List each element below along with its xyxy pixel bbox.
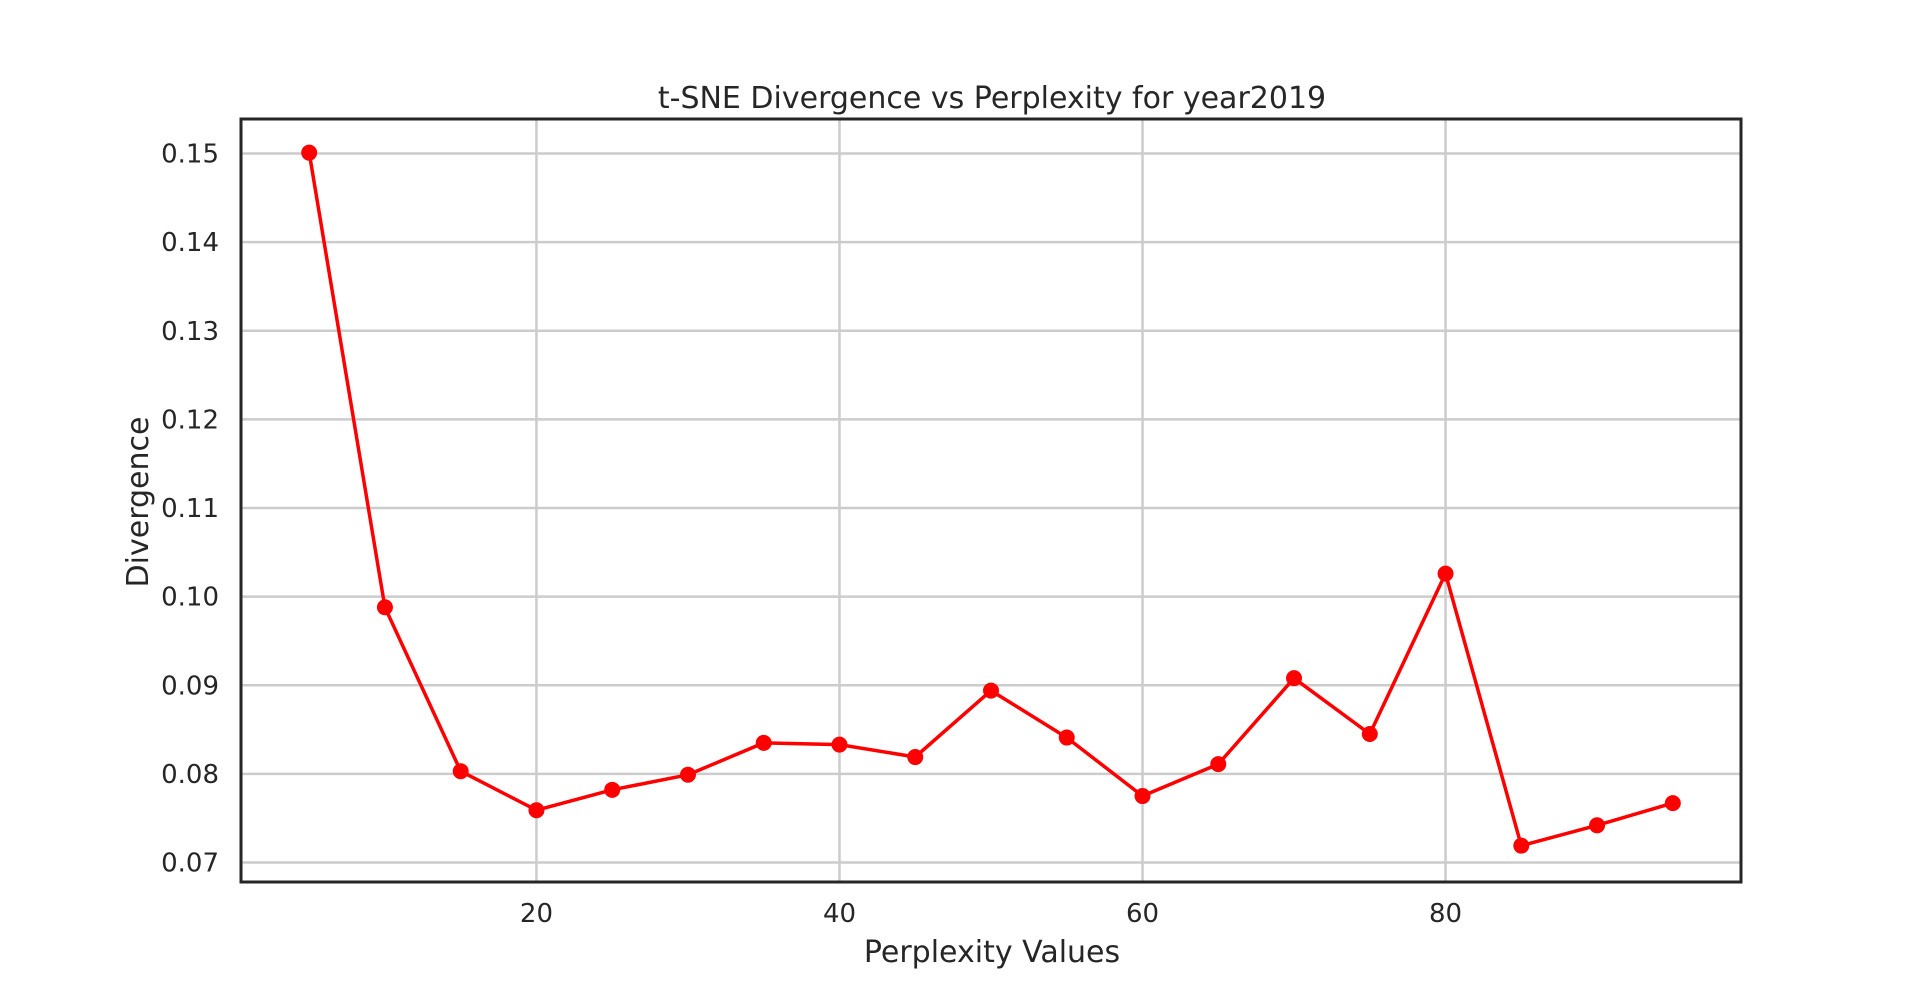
data-point [1134,788,1151,805]
y-tick-label: 0.12 [161,405,219,435]
y-tick-label: 0.14 [161,228,219,258]
plot-frame [239,117,1743,884]
data-point [983,682,999,699]
x-tick-label: 60 [1126,899,1159,929]
grid [241,119,1741,882]
data-point [1286,670,1303,687]
data-point [1513,837,1530,854]
y-tick-label: 0.09 [161,671,219,701]
data-point [1664,795,1681,812]
data-point [1210,756,1227,773]
data-point [528,802,545,819]
series-layer [301,144,1681,854]
data-point [452,763,469,780]
data-point [1058,729,1075,746]
y-tick-label: 0.15 [161,140,219,170]
x-tick-label: 40 [823,899,856,929]
chart-title: t-SNE Divergence vs Perplexity for year2… [658,81,1326,116]
data-point [604,781,621,798]
y-axis-ticks: 0.07 0.08 0.09 0.10 0.11 0.12 0.13 0.14 0.15 [161,140,219,879]
data-point [1361,726,1378,743]
y-tick-label: 0.07 [161,849,219,879]
y-tick-label: 0.13 [161,317,219,347]
x-tick-label: 20 [520,899,553,929]
x-axis-ticks: 20 40 60 80 [520,899,1462,929]
y-tick-label: 0.10 [161,583,219,613]
x-axis-label: Perplexity Values [864,935,1120,970]
data-point [301,144,318,161]
data-point [907,749,924,766]
y-tick-label: 0.11 [161,494,219,524]
y-axis-label: Divergence [121,417,156,588]
y-tick-label: 0.08 [161,760,219,790]
data-point [1437,565,1454,582]
data-point [1589,817,1606,834]
data-point [831,736,848,753]
data-point [755,734,772,751]
x-tick-label: 80 [1429,899,1462,929]
data-point [376,599,393,616]
data-point [679,766,696,783]
